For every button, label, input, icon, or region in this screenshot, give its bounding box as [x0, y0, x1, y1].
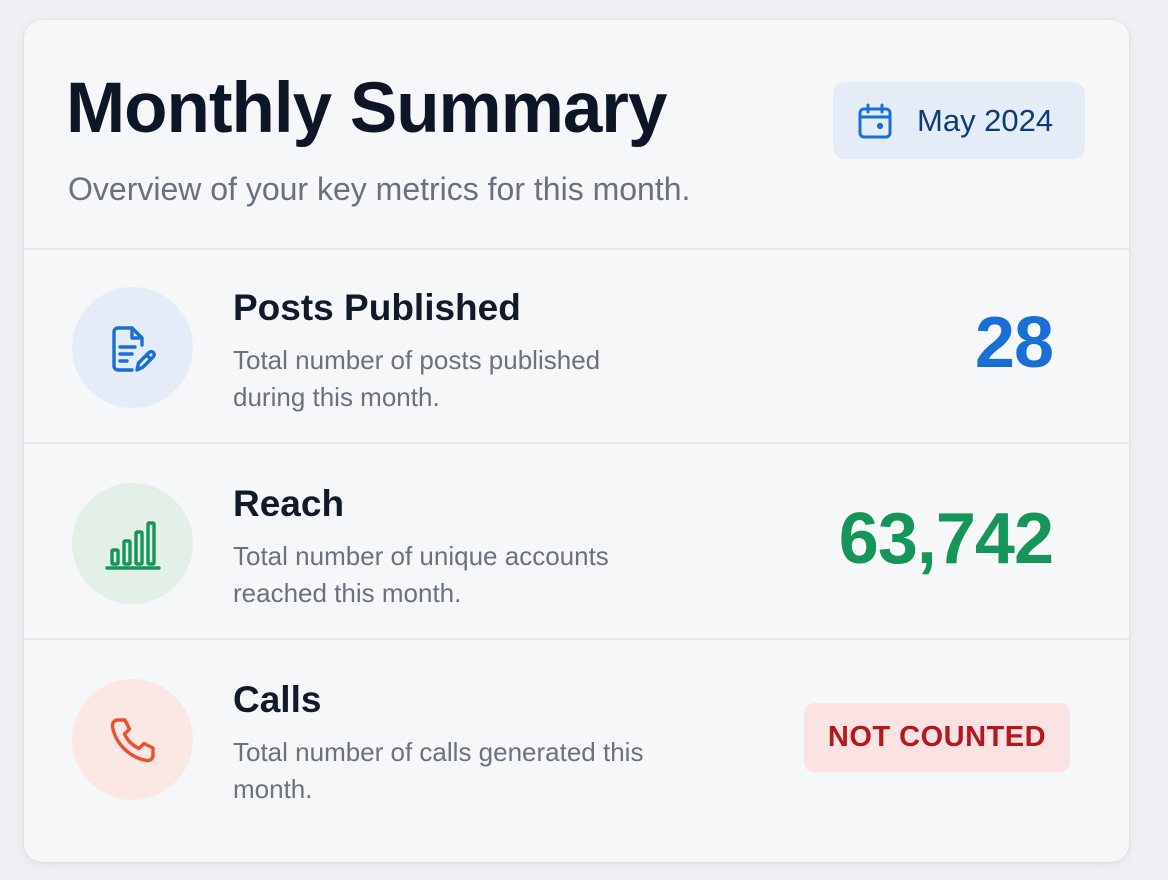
metric-row-posts-published: Posts Published Total number of posts pu… [24, 250, 1129, 444]
metric-title: Posts Published [233, 287, 521, 328]
metric-title: Reach [233, 483, 345, 524]
metric-value: 63,742 [838, 499, 1054, 579]
card-header: Monthly Summary Overview of your key met… [24, 20, 1129, 250]
monthly-summary-card: Monthly Summary Overview of your key met… [24, 20, 1129, 862]
metric-icon-circle [72, 287, 193, 408]
metric-row-calls: Calls Total number of calls generated th… [24, 642, 1129, 836]
page-title: Monthly Summary [66, 69, 667, 148]
month-selector-button[interactable]: May 2024 [833, 82, 1085, 159]
metric-value: 28 [974, 303, 1054, 383]
metric-row-reach: Reach Total number of unique accounts re… [24, 446, 1129, 640]
calendar-icon [858, 103, 892, 138]
selected-month-label: May 2024 [917, 102, 1054, 138]
document-edit-icon [111, 325, 156, 372]
metric-title: Calls [233, 679, 322, 720]
page-subtitle: Overview of your key metrics for this mo… [68, 171, 691, 207]
metric-description: Total number of posts published during t… [233, 345, 601, 412]
status-badge: NOT COUNTED [804, 703, 1070, 772]
metric-description: Total number of calls generated this mon… [233, 737, 644, 804]
metric-description: Total number of unique accounts reached … [233, 541, 609, 608]
phone-icon [110, 717, 155, 762]
metric-icon-circle [72, 483, 193, 604]
metric-icon-circle [72, 679, 193, 800]
bar-chart-icon [104, 520, 161, 570]
